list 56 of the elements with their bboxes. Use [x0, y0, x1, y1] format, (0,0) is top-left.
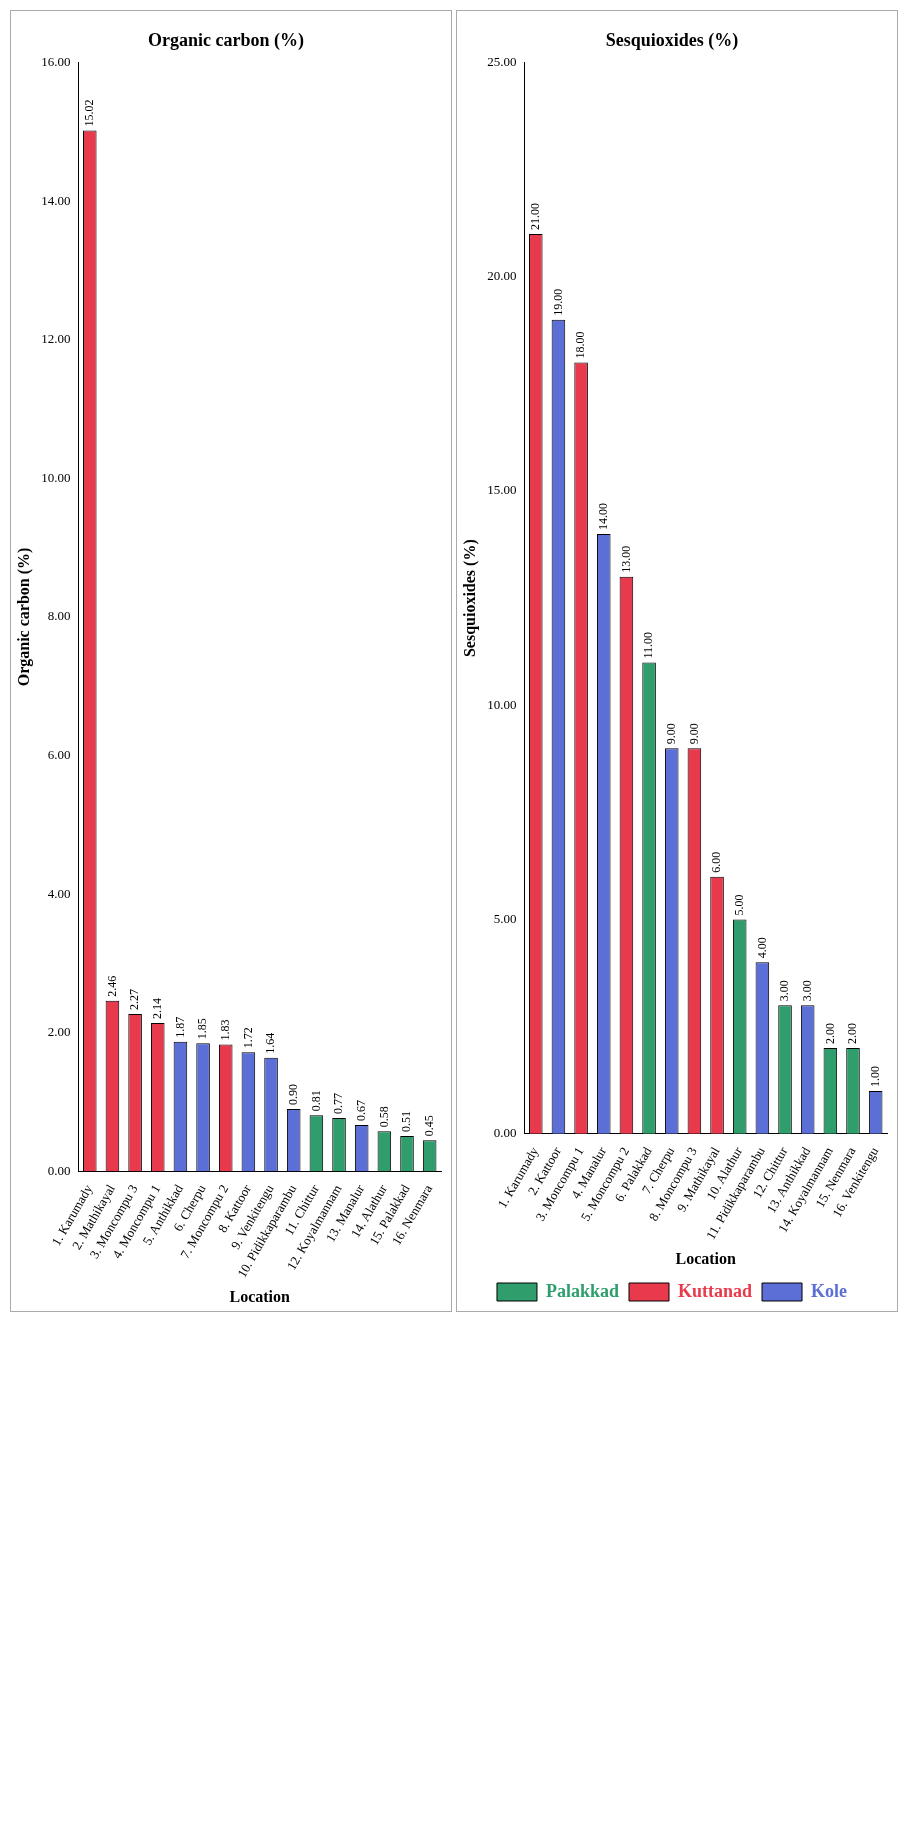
y-axis-title: Organic carbon (%): [14, 547, 33, 687]
y-tick-label: 12.00: [41, 331, 71, 347]
data-label: 2.27: [127, 989, 142, 1011]
y-tick-label: 20.00: [487, 268, 517, 284]
data-label: 9.00: [686, 723, 701, 745]
y-tick-label: 16.00: [41, 54, 71, 70]
data-label: 1.83: [217, 1019, 232, 1041]
y-tick-label: 4.00: [47, 885, 71, 901]
data-label: 1.85: [195, 1018, 210, 1040]
data-label: 15.02: [81, 99, 96, 127]
data-label: 2.00: [845, 1023, 860, 1045]
data-label: 19.00: [550, 288, 565, 316]
data-label: 1.72: [240, 1027, 255, 1049]
data-label: 1.64: [263, 1032, 278, 1054]
data-label: 5.00: [731, 894, 746, 916]
data-label: 2.00: [822, 1023, 837, 1045]
y-tick-label: 10.00: [487, 696, 517, 712]
data-label: 0.45: [421, 1115, 436, 1137]
data-label: 0.51: [399, 1110, 414, 1132]
y-tick-label: 0.00: [47, 1162, 71, 1178]
x-axis-title: Location: [675, 1249, 737, 1267]
data-label: 2.46: [104, 975, 119, 997]
data-label: 1.00: [867, 1065, 882, 1087]
chart-title: Sesquioxides (%): [605, 30, 739, 52]
legend-label: Palakkad: [545, 1280, 620, 1301]
y-tick-label: 0.00: [493, 1125, 517, 1141]
data-label: 14.00: [595, 502, 610, 530]
data-label: 13.00: [618, 545, 633, 573]
y-tick-label: 5.00: [493, 910, 517, 926]
legend-label: Kuttanad: [678, 1280, 753, 1301]
x-axis-title: Location: [229, 1287, 291, 1305]
data-label: 0.90: [285, 1083, 300, 1105]
data-label: 0.58: [376, 1106, 391, 1128]
data-label: 3.00: [777, 980, 792, 1002]
data-label: 6.00: [709, 851, 724, 873]
y-tick-label: 25.00: [487, 54, 517, 70]
data-label: 0.81: [308, 1090, 323, 1112]
y-tick-label: 10.00: [41, 469, 71, 485]
y-tick-label: 15.00: [487, 482, 517, 498]
data-label: 11.00: [641, 631, 656, 659]
data-label: 9.00: [663, 723, 678, 745]
data-label: 1.87: [172, 1016, 187, 1038]
data-label: 4.00: [754, 937, 769, 959]
data-label: 0.67: [353, 1099, 368, 1121]
data-label: 21.00: [527, 202, 542, 230]
data-label: 0.77: [331, 1092, 346, 1114]
data-label: 18.00: [573, 331, 588, 359]
y-tick-label: 14.00: [41, 192, 71, 208]
y-tick-label: 6.00: [47, 746, 71, 762]
y-tick-label: 8.00: [47, 608, 71, 624]
legend-label: Kole: [811, 1280, 848, 1301]
y-tick-label: 2.00: [47, 1024, 71, 1040]
data-label: 2.14: [149, 998, 164, 1020]
y-axis-title: Sesquioxides (%): [460, 539, 479, 658]
chart-title: Organic carbon (%): [148, 30, 304, 52]
data-label: 3.00: [799, 980, 814, 1002]
